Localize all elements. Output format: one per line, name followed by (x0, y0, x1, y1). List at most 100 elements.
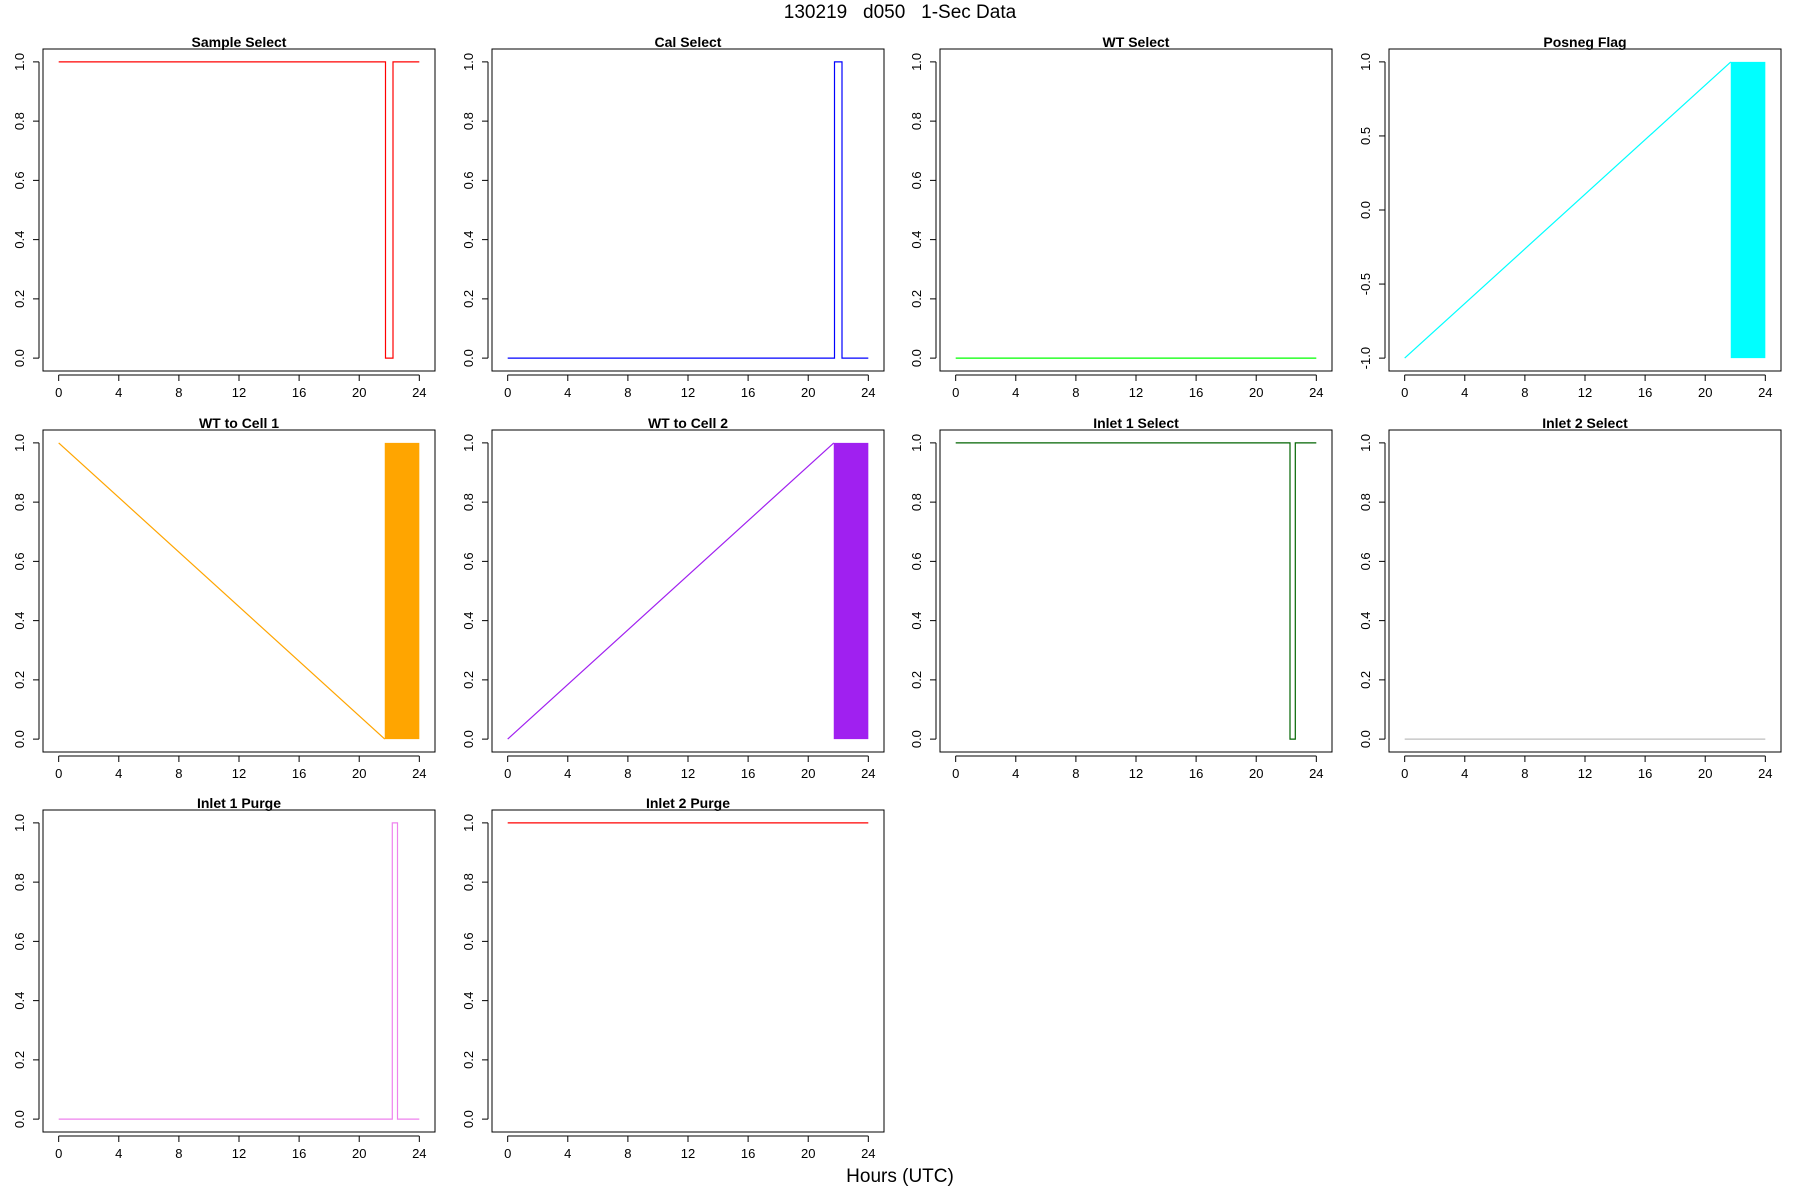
y-tick-label: 1.0 (12, 53, 27, 71)
plot-frame (491, 48, 885, 372)
plot-title: Posneg Flag (1543, 34, 1626, 50)
plot-inlet-2-purge: Inlet 2 Purge 0 4 8 12 16 20 24 0.0 0.2 0.4 0.6 0.8 1… (461, 795, 885, 1161)
series-line (58, 822, 420, 1120)
plot-title: WT Select (1103, 34, 1170, 50)
x-tick-label: 16 (741, 385, 755, 400)
y-tick-label: 0.6 (12, 932, 27, 950)
y-tick-label: 0.0 (1358, 201, 1373, 219)
x-tick-label: 24 (412, 385, 426, 400)
y-tick-label: 0.0 (461, 730, 476, 748)
x-tick-label: 4 (1012, 385, 1019, 400)
y-tick-label: 1.0 (1358, 53, 1373, 71)
x-tick-label: 0 (504, 1146, 511, 1161)
plot-frame (42, 809, 436, 1133)
x-tick-label: 4 (115, 385, 122, 400)
y-tick-label: 0.0 (1358, 730, 1373, 748)
x-tick-label: 20 (352, 385, 366, 400)
plot-title: WT to Cell 1 (199, 415, 279, 431)
plot-frame (1388, 429, 1782, 753)
x-tick-label: 24 (412, 1146, 426, 1161)
y-tick-label: -0.5 (1358, 273, 1373, 295)
page-title: 130219 d050 1-Sec Data (783, 2, 1017, 23)
x-tick-label: 12 (1578, 766, 1592, 781)
y-tick-label: 0.8 (1358, 493, 1373, 511)
y-tick-label: 0.4 (461, 231, 476, 249)
x-tick-label: 12 (1129, 766, 1143, 781)
x-tick-label: 24 (1758, 766, 1772, 781)
plot-posneg-flag: Posneg Flag 0 4 8 12 16 20 24 -1.0 -0.5 0.0 0.5 1.0 (1358, 34, 1782, 400)
plot-frame (939, 48, 1333, 372)
x-tick-label: 8 (624, 385, 631, 400)
x-tick-label: 4 (115, 1146, 122, 1161)
plot-title: Cal Select (655, 34, 722, 50)
y-tick-label: 0.4 (12, 612, 27, 630)
x-tick-label: 16 (741, 766, 755, 781)
x-tick-label: 20 (801, 766, 815, 781)
plot-title: Sample Select (192, 34, 287, 50)
y-tick-label: 1.0 (1358, 434, 1373, 452)
x-tick-label: 16 (292, 1146, 306, 1161)
y-tick-label: 0.8 (909, 493, 924, 511)
x-tick-label: 16 (1638, 766, 1652, 781)
y-tick-label: 0.4 (909, 612, 924, 630)
x-tick-label: 20 (1698, 385, 1712, 400)
y-tick-label: 1.0 (461, 814, 476, 832)
x-tick-label: 20 (352, 1146, 366, 1161)
y-tick-label: 0.4 (1358, 612, 1373, 630)
plot-title: Inlet 1 Purge (197, 795, 281, 811)
x-tick-label: 20 (1698, 766, 1712, 781)
plot-frame (1388, 48, 1782, 372)
y-tick-label: 0.8 (461, 112, 476, 130)
series-line (1404, 61, 1732, 359)
y-tick-label: 0.0 (909, 349, 924, 367)
x-tick-label: 16 (741, 1146, 755, 1161)
y-tick-label: 0.2 (12, 290, 27, 308)
y-tick-label: 0.6 (461, 932, 476, 950)
plot-frame (939, 429, 1333, 753)
y-tick-label: 0.6 (12, 171, 27, 189)
y-tick-label: 0.6 (1358, 552, 1373, 570)
plot-title: Inlet 2 Select (1542, 415, 1628, 431)
y-tick-label: 0.0 (12, 349, 27, 367)
y-tick-label: 0.8 (909, 112, 924, 130)
plot-frame (491, 429, 885, 753)
x-tick-label: 20 (352, 766, 366, 781)
x-tick-label: 12 (1578, 385, 1592, 400)
series-line (58, 442, 386, 740)
plot-sample-select: Sample Select 0 4 8 12 16 20 24 0.0 0.2 0.4 0.6 0.8 1… (12, 34, 436, 400)
y-tick-label: 0.6 (12, 552, 27, 570)
x-tick-label: 12 (232, 385, 246, 400)
y-tick-label: 0.0 (12, 1110, 27, 1128)
plot-frame (491, 809, 885, 1133)
y-tick-label: 1.0 (909, 53, 924, 71)
x-tick-label: 0 (952, 766, 959, 781)
y-tick-label: 0.2 (461, 671, 476, 689)
y-tick-label: 0.0 (909, 730, 924, 748)
x-axis-label: Hours (UTC) (846, 1166, 954, 1187)
y-tick-label: 1.0 (909, 434, 924, 452)
y-tick-label: 1.0 (12, 434, 27, 452)
y-tick-label: 1.0 (461, 434, 476, 452)
y-tick-label: 0.2 (12, 1051, 27, 1069)
x-tick-label: 8 (624, 766, 631, 781)
x-tick-label: 16 (1189, 385, 1203, 400)
x-tick-label: 8 (175, 1146, 182, 1161)
y-tick-label: 0.8 (12, 873, 27, 891)
y-tick-label: 0.6 (461, 171, 476, 189)
x-tick-label: 8 (1521, 385, 1528, 400)
x-tick-label: 16 (1638, 385, 1652, 400)
x-tick-label: 12 (1129, 385, 1143, 400)
x-tick-label: 20 (1249, 385, 1263, 400)
plot-wt-select: WT Select 0 4 8 12 16 20 24 0.0 0.2 0.4 0.6 0.8 1.0 (909, 34, 1333, 400)
y-tick-label: 0.6 (909, 171, 924, 189)
plot-title: Inlet 2 Purge (646, 795, 730, 811)
y-tick-label: 0.2 (909, 290, 924, 308)
plot-wt-to-cell-2: WT to Cell 2 0 4 8 12 16 20 24 0.0 0.2 0.4 0.6 0.8 1.… (461, 415, 885, 781)
y-tick-label: 0.2 (12, 671, 27, 689)
series-band (833, 442, 869, 740)
plot-frame (42, 48, 436, 372)
x-tick-label: 4 (1461, 766, 1468, 781)
x-tick-label: 12 (681, 1146, 695, 1161)
x-tick-label: 24 (1309, 766, 1323, 781)
